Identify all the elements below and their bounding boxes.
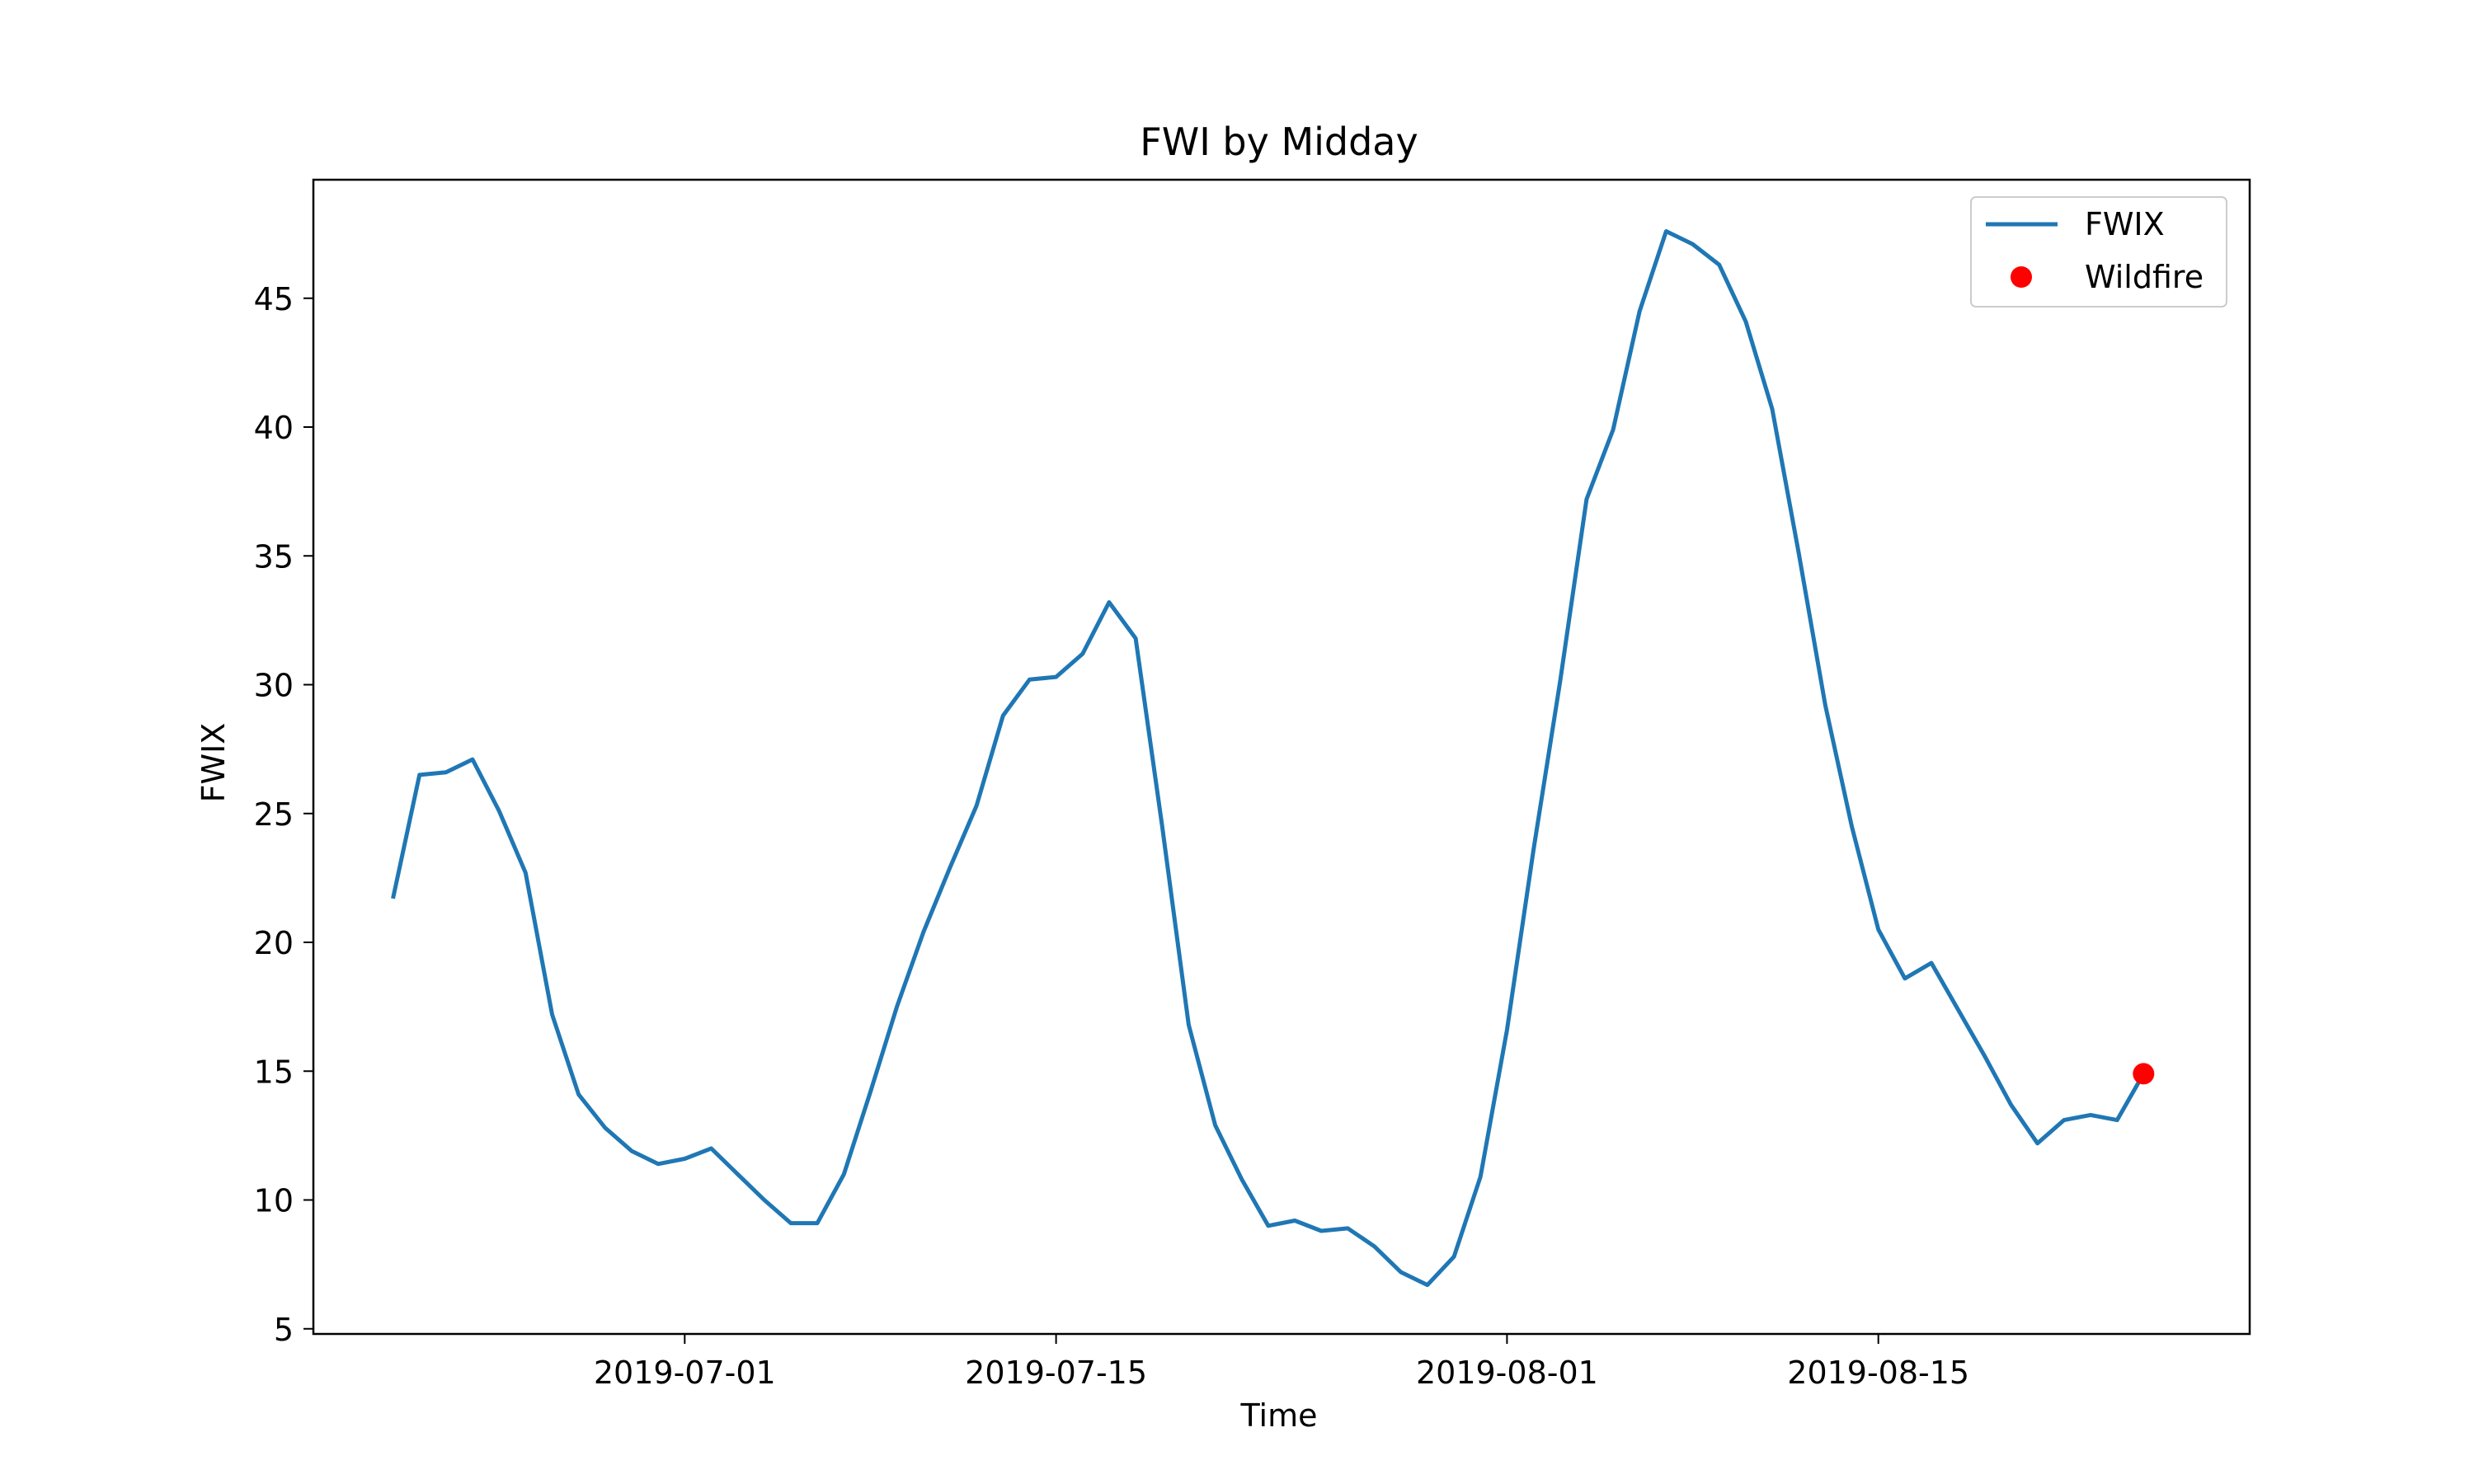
y-tick-label: 25 [254, 796, 294, 833]
y-tick-label: 10 [254, 1183, 294, 1219]
axes-frame [312, 178, 2251, 1336]
y-axis-title: FWIX [195, 723, 232, 803]
legend-wildfire-label: Wildfire [2085, 259, 2204, 295]
legend: FWIX Wildfire [1970, 196, 2227, 308]
x-tick-label: 2019-08-01 [1416, 1355, 1598, 1391]
chart-title: FWI by Midday [1140, 120, 1418, 164]
y-tick-label: 5 [274, 1312, 294, 1348]
scatter-point-wildfire-0 [2133, 1063, 2155, 1085]
y-tick-label: 20 [254, 925, 294, 961]
axes: 2019-07-01 2019-07-15 2019-08-01 2019-08-15… [254, 178, 2251, 1391]
x-axis-title: Time [1240, 1397, 1318, 1434]
y-tick-label: 15 [254, 1054, 294, 1090]
x-tick-label: 2019-07-15 [965, 1355, 1147, 1391]
x-tick-label: 2019-07-01 [594, 1355, 776, 1391]
y-tick-label: 45 [254, 281, 294, 317]
y-tick-label: 30 [254, 668, 294, 704]
legend-wildfire-marker-swatch [2011, 266, 2032, 288]
legend-fwix-label: FWIX [2085, 206, 2165, 242]
y-tick-label: 35 [254, 538, 294, 575]
plot-area [391, 229, 2155, 1288]
series-line-fwix [391, 229, 2146, 1288]
y-tick-label: 40 [254, 410, 294, 446]
x-tick-label: 2019-08-15 [1787, 1355, 1969, 1391]
